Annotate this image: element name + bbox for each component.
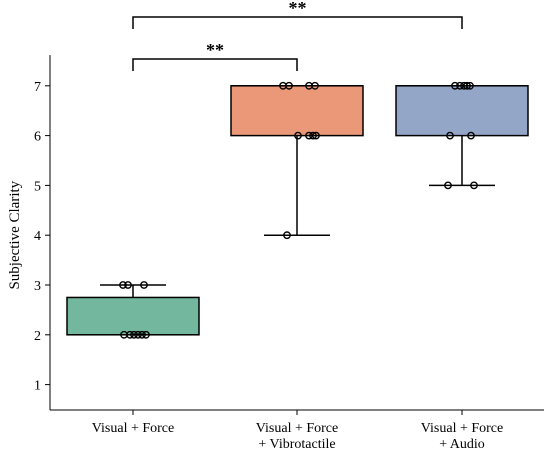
- significance-bracket: [132, 58, 298, 71]
- data-point: [140, 281, 148, 289]
- box-group: [395, 81, 529, 190]
- data-point: [312, 131, 320, 140]
- y-tick-label: 1: [34, 379, 41, 394]
- y-tick-label: 4: [34, 229, 41, 244]
- data-point: [283, 231, 291, 240]
- significance-bracket: [132, 16, 463, 29]
- data-point: [138, 330, 146, 339]
- data-point: [130, 330, 138, 339]
- data-point: [309, 131, 317, 140]
- x-tick-label: + Audio: [439, 437, 485, 452]
- data-point: [285, 81, 293, 90]
- data-point: [294, 131, 302, 140]
- x-tick-label: Visual + Force: [421, 421, 503, 436]
- significance-label: **: [289, 0, 307, 18]
- box-rect: [230, 85, 364, 137]
- data-point: [470, 181, 478, 190]
- y-tick-label: 6: [34, 130, 41, 145]
- x-tick-label: Visual + Force: [256, 421, 338, 436]
- box-rect: [395, 85, 529, 137]
- data-point: [463, 81, 471, 90]
- boxes: [66, 81, 529, 339]
- y-axis-label: Subjective Clarity: [7, 180, 23, 289]
- box-group: [230, 81, 364, 240]
- significance-label: **: [206, 40, 224, 60]
- y-tick-label: 5: [34, 179, 41, 194]
- x-tick-label: Visual + Force: [92, 421, 174, 436]
- box-group: [66, 281, 200, 339]
- data-point: [142, 330, 150, 339]
- y-tick-label: 2: [34, 329, 41, 344]
- data-point: [311, 81, 319, 90]
- x-tick-label: + Vibrotactile: [258, 437, 335, 452]
- data-point: [134, 330, 142, 339]
- data-point: [119, 281, 127, 289]
- data-point: [446, 131, 454, 140]
- data-point: [444, 181, 452, 190]
- y-tick-label: 7: [34, 80, 41, 95]
- data-point: [467, 131, 475, 140]
- y-tick-label: 3: [34, 279, 41, 294]
- significance-brackets: ** **: [132, 0, 463, 71]
- box-rect: [66, 296, 200, 336]
- data-point: [126, 330, 134, 339]
- data-point: [124, 281, 132, 289]
- data-point: [451, 81, 459, 90]
- data-point: [466, 81, 474, 90]
